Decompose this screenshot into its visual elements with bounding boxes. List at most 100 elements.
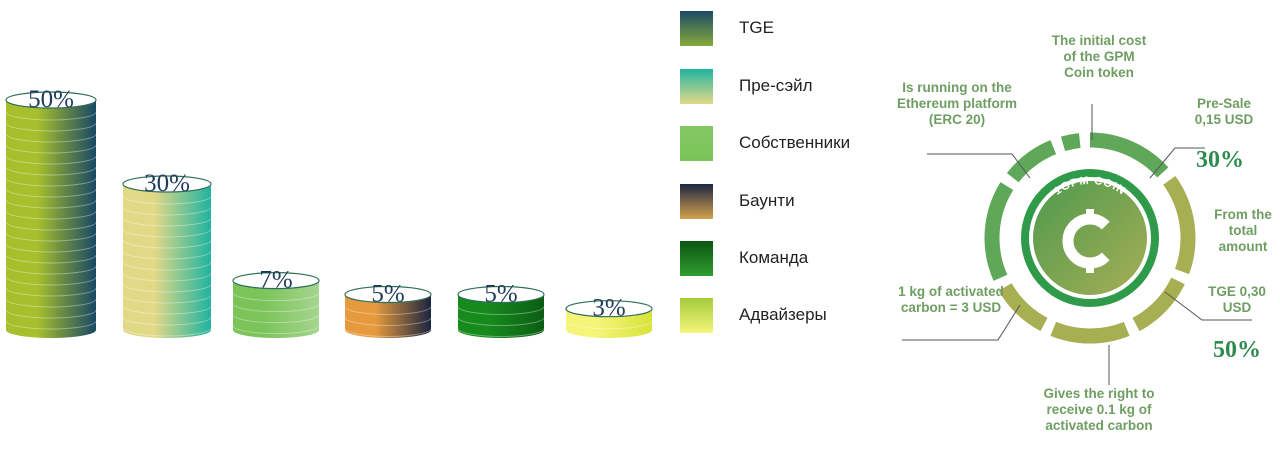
coin-stack-line (5, 122, 97, 132)
coin-stack-line (344, 328, 432, 337)
ring-segment (998, 283, 1048, 332)
coin-stack-line (565, 320, 653, 330)
coin-stack-line (457, 317, 545, 326)
ring-segment (1132, 277, 1185, 332)
coin-stack-line (457, 328, 545, 337)
bar-top (122, 175, 212, 193)
coin-stack-line (5, 232, 97, 242)
coin-face (1033, 181, 1147, 295)
coin-stack-line (5, 276, 97, 286)
bar-value-label: 7% (259, 267, 292, 294)
coin-stack-line (122, 316, 212, 326)
coin-stack-line (122, 239, 212, 249)
coin-stack-line (122, 305, 212, 315)
legend-label: Пре-сэйл (739, 76, 813, 95)
callout-presale: Pre-Sale 0,15 USD (1194, 96, 1254, 127)
coin-stack-line (5, 309, 97, 319)
coin-stack-line (122, 272, 212, 282)
callout-tge: TGE 0,30 USD (1208, 284, 1266, 315)
coin-stack-line (122, 283, 212, 293)
legend-item-tge: TGE (680, 10, 774, 46)
legend-label: Баунти (739, 191, 795, 210)
coin-stack-line (5, 144, 97, 154)
bar-body (233, 280, 319, 338)
coin-stack-line (5, 221, 97, 231)
coin-stack-line (5, 287, 97, 297)
coin-stack-line (122, 217, 212, 227)
segmented-ring (984, 132, 1196, 344)
callout-initial-cost: The initial cost of the GPM Coin token (1051, 33, 1147, 80)
ring-segment (1050, 321, 1130, 344)
bar-advisors: 3% (565, 295, 653, 338)
coin-stack-line (5, 177, 97, 187)
coin-stack-line (232, 303, 320, 313)
bar-bounty: 5% (344, 281, 432, 338)
bar-body (345, 294, 431, 338)
bar-tge: 50% (5, 86, 97, 338)
callout-total-amount: From the total amount (1214, 207, 1272, 254)
bar-presale: 30% (122, 170, 212, 338)
callout-carbon-right: Gives the right to receive 0.1 kg of act… (1043, 386, 1155, 433)
coin-stack-line (5, 320, 97, 330)
legend-item-owners: Собственники (680, 125, 850, 161)
legend-swatch-tge (680, 10, 713, 46)
coin-stack-line (122, 261, 212, 271)
bar-value-label: 50% (28, 86, 74, 113)
ring-segment (1006, 140, 1057, 183)
legend-swatch-bounty (680, 183, 713, 219)
presale-percent: 30% (1196, 147, 1244, 173)
callout-carbon-price: 1 kg of activated carbon = 3 USD (898, 284, 1004, 315)
tge-percent: 50% (1213, 337, 1261, 363)
coin-stack-line (232, 292, 320, 302)
coin-stack-line (5, 111, 97, 121)
bar-body (123, 184, 211, 338)
coin-stack-line (122, 250, 212, 260)
coin-stack-line (5, 188, 97, 198)
coin-infographic: 1GPM COIN (902, 104, 1252, 385)
coin-stack-line (232, 325, 320, 335)
ring-segment (1163, 175, 1196, 275)
callout-ethereum: Is running on the Ethereum platform (ERC… (896, 80, 1018, 127)
coin-stack-line (5, 298, 97, 308)
coin-stack-line (5, 133, 97, 143)
coin-stack-line (5, 166, 97, 176)
ring-segment (1089, 132, 1169, 178)
coin-stack-line (5, 265, 97, 275)
bar-body (6, 100, 96, 338)
bar-body (458, 294, 544, 338)
bar-top (565, 300, 653, 318)
legend-label: Собственники (739, 133, 851, 152)
legend-swatch-advisors (680, 297, 713, 333)
bar-value-label: 30% (144, 170, 190, 197)
callout-lines (902, 104, 1252, 385)
bar-top (457, 285, 545, 304)
chart-legend: TGE Пре-сэйл Собственники Баунти Команда… (680, 10, 880, 350)
coin-stack-line (122, 294, 212, 304)
bar-team: 5% (457, 281, 545, 338)
coin-stack-line (122, 206, 212, 216)
bar-value-label: 3% (592, 295, 625, 322)
bar-value-label: 5% (371, 281, 404, 308)
legend-swatch-owners (680, 125, 713, 161)
coin-stack-line (122, 195, 212, 205)
coin-stack-line (457, 306, 545, 315)
bar-top (5, 91, 97, 109)
cylinder-bar-chart: 50% 30% 7% 5% 5% 3% (5, 86, 653, 338)
legend-swatch-team (680, 240, 713, 276)
legend-label: Адвайзеры (739, 305, 827, 324)
ring-segment (984, 182, 1014, 281)
currency-c-icon (1062, 209, 1118, 273)
legend-item-presale: Пре-сэйл (680, 68, 813, 104)
legend-label: TGE (739, 18, 774, 37)
ring-segment (1060, 133, 1081, 152)
legend-label: Команда (739, 248, 809, 267)
coin-stack-line (5, 210, 97, 220)
coin-stack-line (5, 243, 97, 253)
coin-stack-line (5, 155, 97, 165)
bar-top (232, 272, 320, 290)
coin-stack-line (344, 306, 432, 315)
coin-stack-line (122, 327, 212, 337)
legend-item-advisors: Адвайзеры (680, 297, 827, 333)
coin-stack-line (122, 228, 212, 238)
coin-stack-line (344, 317, 432, 326)
